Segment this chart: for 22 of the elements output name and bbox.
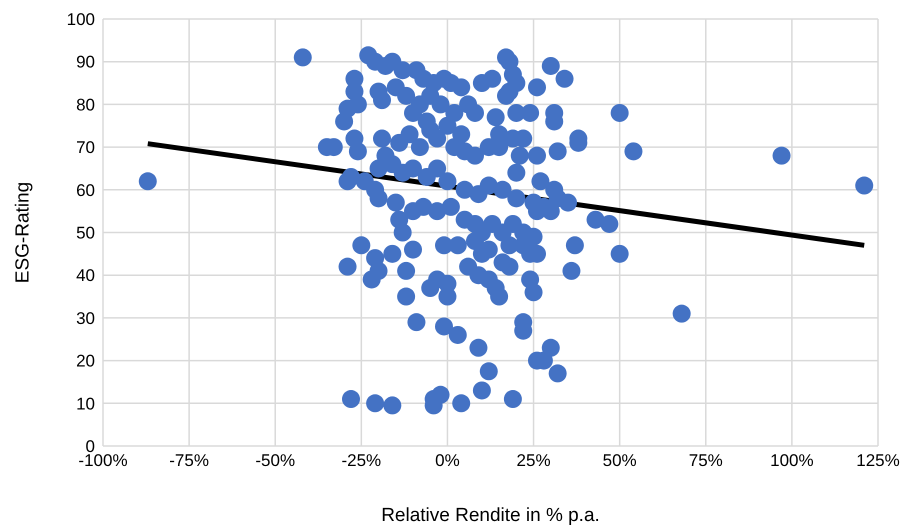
y-tick-label: 70 <box>76 138 95 158</box>
y-tick-label: 10 <box>76 394 95 414</box>
y-axis-title: ESG-Rating <box>12 182 34 284</box>
y-tick-label: 90 <box>76 52 95 72</box>
x-axis-title: Relative Rendite in % p.a. <box>381 505 600 526</box>
x-tick-label: 125% <box>856 451 900 470</box>
y-tick-label: 80 <box>76 95 95 114</box>
y-tick-label: 60 <box>76 180 95 200</box>
x-tick-label: -75% <box>169 451 209 470</box>
x-tick-label: 50% <box>602 451 637 470</box>
y-tick-label: 20 <box>76 352 95 371</box>
x-tick-label: 25% <box>516 451 551 470</box>
y-tick-label: 40 <box>76 266 95 286</box>
x-tick-label: 0% <box>435 451 460 470</box>
x-tick-label: 75% <box>688 451 723 470</box>
x-tick-label: 100% <box>770 451 814 470</box>
y-tick-label: 100 <box>66 10 95 30</box>
y-tick-label: 30 <box>76 308 95 328</box>
x-tick-label: -100% <box>78 451 128 470</box>
y-tick-label: 50 <box>76 224 95 243</box>
x-tick-label: -50% <box>255 451 296 470</box>
x-tick-label: -25% <box>341 451 382 470</box>
